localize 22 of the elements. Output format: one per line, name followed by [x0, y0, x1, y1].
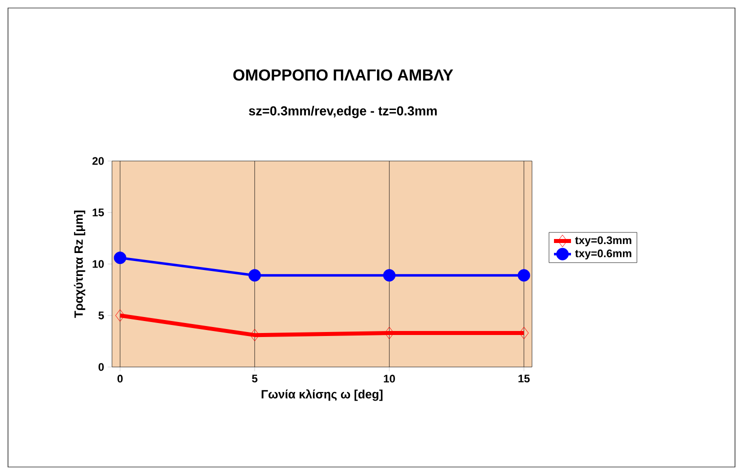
- point: [518, 269, 530, 282]
- y-tick-label: 15: [92, 208, 104, 216]
- x-tick-label: 5: [252, 374, 258, 382]
- chart-subtitle: sz=0.3mm/rev,edge - tz=0.3mm: [248, 106, 437, 118]
- y-axis-title: Τραχύτητα Rz [μm]: [74, 210, 86, 318]
- y-tick-label: 0: [98, 363, 104, 371]
- point: [248, 269, 261, 282]
- chart-title: ΟΜΟΡΡΟΠΟ ΠΛΑΓΙΟ ΑΜΒΛΥ: [233, 69, 454, 81]
- legend-label: txy=0.6mm: [575, 250, 632, 260]
- point: [250, 328, 260, 342]
- point: [383, 269, 396, 282]
- point: [519, 326, 529, 340]
- x-tick-label: 10: [384, 374, 395, 383]
- point: [114, 252, 126, 264]
- point: [115, 309, 125, 322]
- x-tick-label: 15: [518, 374, 530, 382]
- y-tick-label: 10: [92, 260, 104, 268]
- legend-label: txy=0.3mm: [575, 236, 632, 246]
- x-axis-title: Γωνία κλίσης ω [deg]: [262, 389, 382, 401]
- y-tick-label: 20: [92, 157, 104, 165]
- x-tick-label: 0: [117, 374, 123, 383]
- y-tick-label: 5: [98, 312, 104, 320]
